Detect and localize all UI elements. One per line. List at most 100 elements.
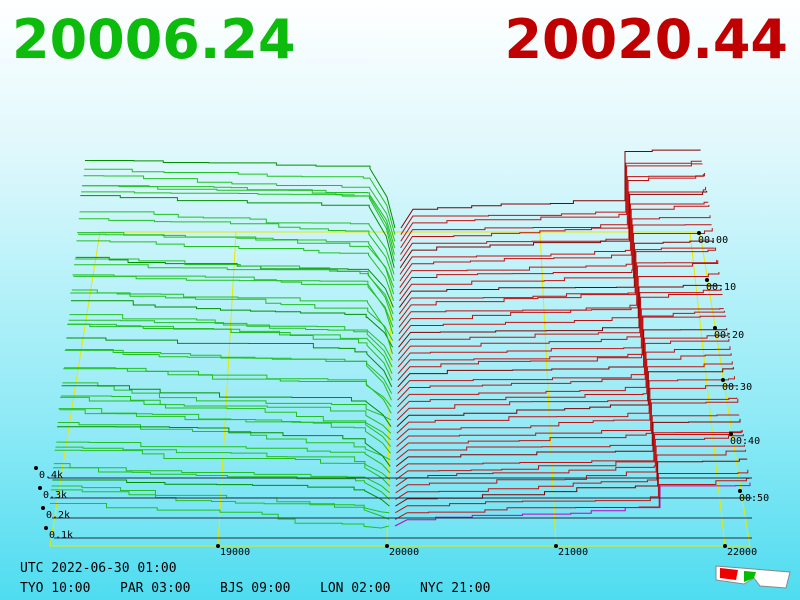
ask-depth-line xyxy=(395,469,749,514)
time-label: 00:30 xyxy=(722,382,752,393)
ask-depth-line xyxy=(399,204,710,282)
bid-depth-line xyxy=(79,211,395,275)
ask-depth-line xyxy=(397,293,723,361)
bid-depth-line xyxy=(74,264,394,321)
ask-depth-line xyxy=(394,477,750,520)
ask-depth-line xyxy=(400,173,705,255)
ask-depth-line xyxy=(394,482,751,527)
ask-depth-line xyxy=(399,215,711,288)
bid-depth-line xyxy=(67,323,393,381)
time-tick xyxy=(713,326,717,330)
depth-tick xyxy=(34,466,38,470)
bid-depth-line xyxy=(53,463,390,494)
depth-label: 0.2k xyxy=(46,510,70,521)
bid-depth-line xyxy=(66,337,393,388)
ask-depth-line xyxy=(396,361,733,421)
bid-depth-line xyxy=(52,479,390,507)
depth-label: 0.4k xyxy=(39,470,63,481)
ask-depth-line xyxy=(398,271,720,341)
red-lens xyxy=(720,568,738,580)
ask-depth-line xyxy=(398,259,718,328)
grid-line xyxy=(689,231,726,547)
time-tick xyxy=(721,378,725,382)
bid-depth-line xyxy=(84,168,396,235)
bid-depth-line xyxy=(71,300,394,348)
ask-depth-line xyxy=(398,284,721,348)
ask-depth-line xyxy=(398,247,715,315)
ask-depth-line xyxy=(397,332,729,394)
ask-depth-line xyxy=(396,397,738,447)
ask-depth-line xyxy=(397,310,725,375)
city-clock: BJS 09:00 xyxy=(220,581,290,596)
bid-price: 20006.24 xyxy=(12,8,296,71)
time-label: 00:10 xyxy=(706,282,736,293)
depth-tick xyxy=(44,526,48,530)
axis-labels: 19000 20000 21000 22000 0.4k 0.3k 0.2k 0.1k 00:0… xyxy=(34,231,769,558)
bid-depth-line xyxy=(68,319,393,368)
city-clock: TYO 10:00 xyxy=(20,581,90,596)
ask-depth-line xyxy=(399,224,712,295)
ask-depth-line xyxy=(398,247,717,322)
time-label: 00:00 xyxy=(698,235,728,246)
ask-depth-line xyxy=(395,418,741,467)
city-clock: PAR 03:00 xyxy=(120,581,190,596)
ask-depth-line xyxy=(397,308,724,368)
ask-depth-line xyxy=(398,289,722,355)
ask-depth-line xyxy=(396,385,737,441)
grid-line xyxy=(217,231,237,547)
ask-depth-line xyxy=(397,327,728,388)
ask-depth-line xyxy=(400,163,703,242)
ask-depth-line xyxy=(396,376,735,434)
time-tick xyxy=(697,231,701,235)
bid-depth-line xyxy=(57,422,391,461)
bid-depth-line xyxy=(77,232,395,295)
ask-depth-line xyxy=(396,414,740,461)
ask-depth-line xyxy=(400,160,702,235)
time-tick xyxy=(705,278,709,282)
time-label: 00:50 xyxy=(739,493,769,504)
city-clock: LON 02:00 xyxy=(320,581,390,596)
bid-depth-line xyxy=(50,503,390,529)
ask-depth-line xyxy=(399,228,713,302)
bid-depth-line xyxy=(69,314,393,361)
grid-line xyxy=(539,231,557,547)
bid-depth-line xyxy=(57,426,391,467)
bid-depth-line xyxy=(50,489,390,520)
bid-depth-line xyxy=(53,467,390,500)
bid-depth-line xyxy=(85,159,396,229)
ask-depth-line xyxy=(398,239,714,308)
bid-depth-line xyxy=(78,218,395,282)
ask-depth-line xyxy=(396,398,739,454)
bid-depth-line xyxy=(80,195,395,268)
bid-depth-line xyxy=(81,191,395,262)
price-tick xyxy=(723,544,727,548)
price-tick xyxy=(554,544,558,548)
bid-depth-line xyxy=(58,408,391,454)
price-label: 21000 xyxy=(558,547,588,558)
bid-depth-line xyxy=(82,185,396,249)
depth-label: 0.1k xyxy=(49,530,73,541)
depth-tick xyxy=(38,486,42,490)
bid-depth-line xyxy=(83,175,396,242)
time-label: 00:20 xyxy=(714,330,744,341)
glasses-icon xyxy=(715,565,791,589)
depth-tick xyxy=(41,506,45,510)
green-lens xyxy=(744,571,756,582)
price-label: 19000 xyxy=(220,547,250,558)
price-label: 20000 xyxy=(389,547,419,558)
ask-depth-line xyxy=(395,430,742,474)
bid-depth-line xyxy=(55,446,391,481)
ask-price: 20020.44 xyxy=(504,8,788,71)
bid-depth-line xyxy=(67,323,393,374)
ask-depth-line xyxy=(399,201,709,275)
bid-depth-line xyxy=(76,240,395,302)
ask-depth-line xyxy=(395,449,747,500)
ask-depth-line xyxy=(400,174,704,249)
ask-depth-line xyxy=(398,260,719,335)
ask-depth-line xyxy=(397,346,731,408)
ask-depth-line xyxy=(397,338,730,401)
time-label: 00:40 xyxy=(730,436,760,447)
bid-depth-line xyxy=(61,385,392,427)
bid-depth-line xyxy=(56,441,391,474)
